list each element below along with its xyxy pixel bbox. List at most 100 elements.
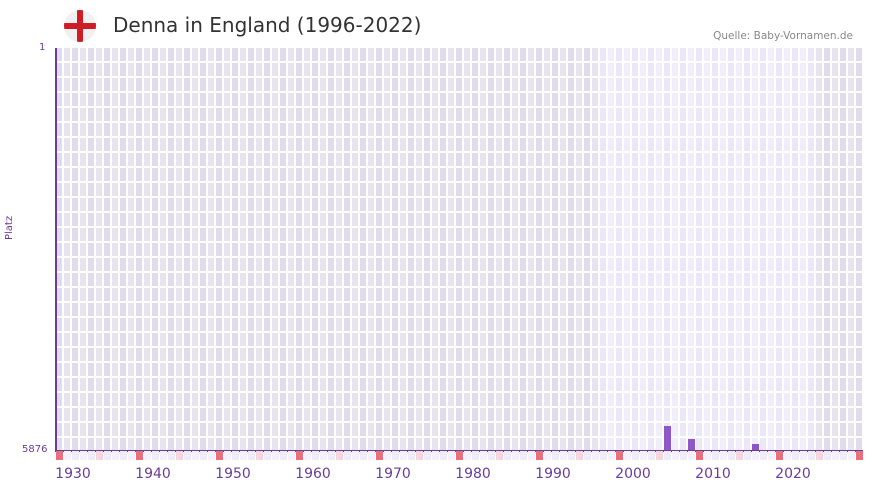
decade-mark: [136, 451, 143, 460]
year-mark: [344, 451, 351, 460]
half-decade-mark: [176, 451, 183, 460]
year-mark: [640, 451, 647, 460]
year-mark: [304, 451, 311, 460]
year-mark: [632, 451, 639, 460]
year-mark: [752, 451, 759, 460]
year-mark: [232, 451, 239, 460]
x-tick-1950: 1950: [215, 466, 251, 482]
year-mark: [192, 451, 199, 460]
bar-2004[interactable]: [664, 426, 671, 450]
year-mark: [848, 451, 855, 460]
year-mark: [680, 451, 687, 460]
year-mark: [352, 451, 359, 460]
decade-mark: [856, 451, 863, 460]
year-mark: [240, 451, 247, 460]
year-mark: [368, 451, 375, 460]
year-mark: [448, 451, 455, 460]
decade-mark: [56, 451, 63, 460]
year-mark: [384, 451, 391, 460]
year-mark: [144, 451, 151, 460]
x-tick-2010: 2010: [695, 466, 731, 482]
x-tick-2020: 2020: [775, 466, 811, 482]
year-mark: [728, 451, 735, 460]
year-mark: [440, 451, 447, 460]
year-mark: [88, 451, 95, 460]
year-mark: [760, 451, 767, 460]
year-mark: [408, 451, 415, 460]
year-mark: [800, 451, 807, 460]
decade-mark: [536, 451, 543, 460]
year-mark: [160, 451, 167, 460]
x-tick-1960: 1960: [295, 466, 331, 482]
year-mark: [168, 451, 175, 460]
year-mark: [328, 451, 335, 460]
year-mark: [768, 451, 775, 460]
year-mark: [584, 451, 591, 460]
year-mark: [472, 451, 479, 460]
year-mark: [248, 451, 255, 460]
year-mark: [72, 451, 79, 460]
bar-2015[interactable]: [752, 444, 759, 450]
bar-2007[interactable]: [688, 439, 695, 450]
half-decade-mark: [656, 451, 663, 460]
half-decade-mark: [256, 451, 263, 460]
half-decade-mark: [336, 451, 343, 460]
year-mark: [320, 451, 327, 460]
year-mark: [528, 451, 535, 460]
decade-mark: [776, 451, 783, 460]
x-tick-1970: 1970: [375, 466, 411, 482]
decade-mark: [456, 451, 463, 460]
year-mark: [280, 451, 287, 460]
year-mark: [568, 451, 575, 460]
year-mark: [504, 451, 511, 460]
source-link[interactable]: Quelle: Baby-Vornamen.de: [713, 30, 853, 42]
year-mark: [624, 451, 631, 460]
year-mark: [600, 451, 607, 460]
year-mark: [184, 451, 191, 460]
year-mark: [64, 451, 71, 460]
year-mark: [128, 451, 135, 460]
year-mark: [720, 451, 727, 460]
decade-mark: [616, 451, 623, 460]
half-decade-mark: [576, 451, 583, 460]
decade-mark: [216, 451, 223, 460]
year-mark: [560, 451, 567, 460]
year-mark: [544, 451, 551, 460]
year-mark: [200, 451, 207, 460]
year-mark: [152, 451, 159, 460]
england-flag-icon: [64, 10, 96, 42]
decade-mark: [376, 451, 383, 460]
year-mark: [608, 451, 615, 460]
year-mark: [208, 451, 215, 460]
y-axis-label-bottom: 5876: [22, 444, 48, 455]
x-tick-1930: 1930: [55, 466, 91, 482]
year-mark: [288, 451, 295, 460]
half-decade-mark: [416, 451, 423, 460]
year-mark: [824, 451, 831, 460]
year-mark: [360, 451, 367, 460]
year-mark: [80, 451, 87, 460]
year-mark: [664, 451, 671, 460]
y-axis-line: [55, 48, 57, 451]
year-mark: [312, 451, 319, 460]
year-mark: [672, 451, 679, 460]
year-mark: [688, 451, 695, 460]
decade-mark: [296, 451, 303, 460]
year-mark: [400, 451, 407, 460]
year-mark: [840, 451, 847, 460]
year-mark: [832, 451, 839, 460]
year-mark: [432, 451, 439, 460]
year-mark: [784, 451, 791, 460]
year-mark: [512, 451, 519, 460]
year-mark: [112, 451, 119, 460]
year-mark: [104, 451, 111, 460]
year-mark: [424, 451, 431, 460]
year-mark: [120, 451, 127, 460]
year-mark: [704, 451, 711, 460]
year-mark: [272, 451, 279, 460]
x-tick-1990: 1990: [535, 466, 571, 482]
year-mark: [488, 451, 495, 460]
year-mark: [264, 451, 271, 460]
half-decade-mark: [496, 451, 503, 460]
decade-mark: [696, 451, 703, 460]
